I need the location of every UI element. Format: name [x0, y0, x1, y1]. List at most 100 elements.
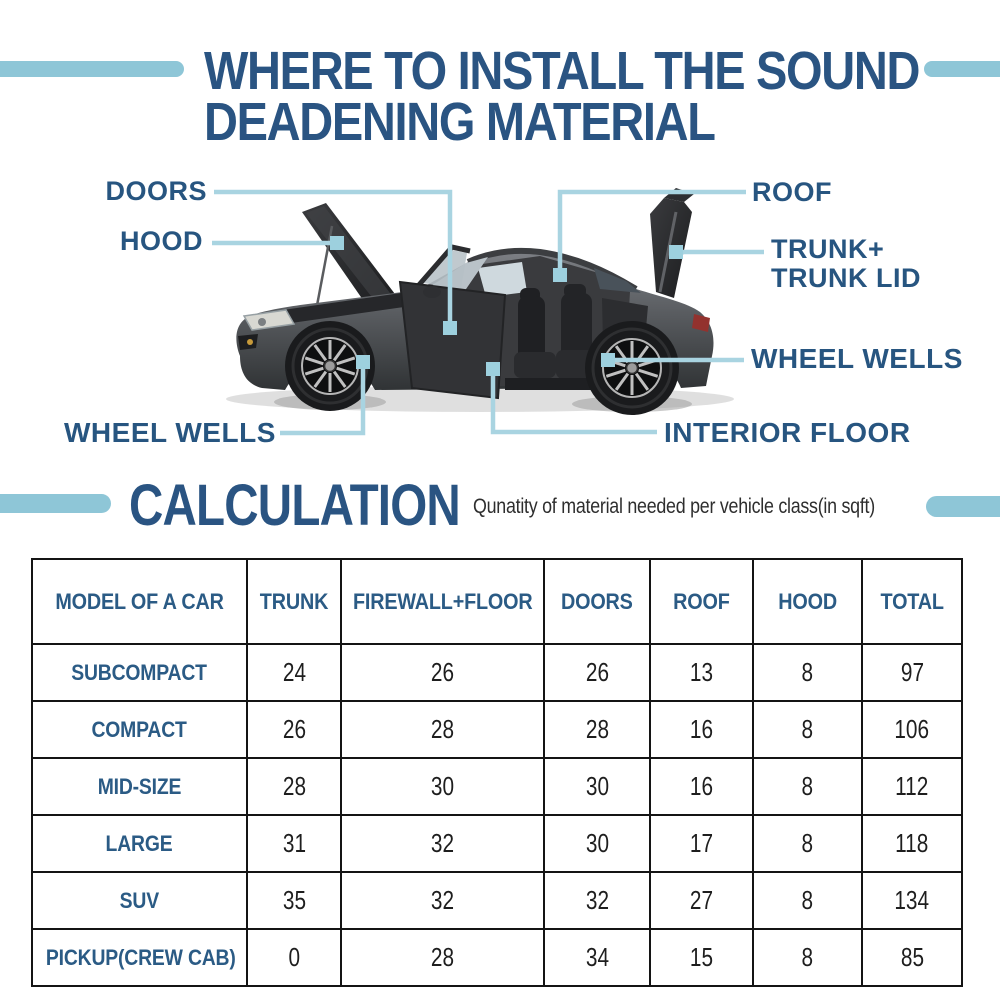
label-doors: DOORS [105, 176, 207, 206]
table-cell: 34 [543, 928, 651, 987]
col-header-model: MODEL OF A CAR [31, 558, 248, 645]
leader-square-roof [553, 268, 567, 282]
table-row-compact: COMPACT 26 28 28 16 8 106 [31, 700, 963, 759]
label-trunk: TRUNK+ TRUNK LID [771, 235, 921, 293]
accent-bar-calc-left [0, 494, 111, 513]
table-cell: 8 [752, 643, 863, 702]
page-title-line2: DEADENING MATERIAL [204, 92, 716, 152]
table-cell: 8 [752, 700, 863, 759]
table-cell: 31 [246, 814, 342, 873]
car-rear-wheel [585, 321, 679, 415]
col-header-hood: HOOD [752, 558, 863, 645]
row-label-subcompact: SUBCOMPACT [31, 643, 248, 702]
leader-square-interior-floor [486, 362, 500, 376]
table-cell: 16 [649, 700, 754, 759]
table-cell: 85 [861, 928, 963, 987]
car-tail-lamp [692, 314, 710, 332]
row-label-suv: SUV [31, 871, 248, 930]
calculation-heading: CALCULATION [129, 473, 461, 538]
leader-square-doors [443, 321, 457, 335]
table-cell: 8 [752, 757, 863, 816]
car-quarter-window [594, 268, 641, 293]
car-windshield [428, 257, 488, 292]
table-cell: 24 [246, 643, 342, 702]
page-title-line1: WHERE TO INSTALL THE SOUND [204, 41, 920, 101]
leader-square-hood [330, 236, 344, 250]
table-row-mid-size: MID-SIZE 28 30 30 16 8 112 [31, 757, 963, 816]
col-header-trunk: TRUNK [246, 558, 342, 645]
table-cell: 8 [752, 814, 863, 873]
car-interior [462, 256, 630, 390]
leader-line-doors [214, 189, 453, 322]
table-cell: 30 [543, 814, 651, 873]
table-cell: 28 [340, 928, 545, 987]
row-label-large: LARGE [31, 814, 248, 873]
page-title: WHERE TO INSTALL THE SOUND DEADENING MAT… [204, 41, 920, 152]
table-cell: 0 [246, 928, 342, 987]
label-roof: ROOF [752, 177, 832, 207]
car-trunk-open [650, 188, 694, 298]
col-header-firewall-floor: FIREWALL+FLOOR [340, 558, 545, 645]
table-cell: 106 [861, 700, 963, 759]
row-label-pickup: PICKUP(CREW CAB) [31, 928, 248, 987]
label-hood: HOOD [120, 226, 203, 256]
table-cell: 8 [752, 871, 863, 930]
car-engine-bay [255, 291, 425, 326]
table-cell: 17 [649, 814, 754, 873]
table-cell: 134 [861, 871, 963, 930]
leader-line-roof [557, 189, 746, 269]
leader-square-trunk [669, 245, 683, 259]
table-cell: 26 [246, 700, 342, 759]
calculation-table: MODEL OF A CAR TRUNK FIREWALL+FLOOR DOOR… [31, 558, 963, 987]
table-cell: 13 [649, 643, 754, 702]
table-cell: 30 [543, 757, 651, 816]
table-cell: 26 [543, 643, 651, 702]
row-label-mid-size: MID-SIZE [31, 757, 248, 816]
table-header-row: MODEL OF A CAR TRUNK FIREWALL+FLOOR DOOR… [31, 558, 963, 645]
col-header-total: TOTAL [861, 558, 963, 645]
table-cell: 112 [861, 757, 963, 816]
leader-square-wheel-wells-right [601, 353, 615, 367]
calculation-subtitle: Qunatity of material needed per vehicle … [473, 495, 875, 518]
table-row-pickup: PICKUP(CREW CAB) 0 28 34 15 8 85 [31, 928, 963, 987]
label-trunk-line1: TRUNK+ [771, 234, 885, 264]
accent-bar-top-left [0, 61, 184, 77]
accent-bar-top-right [924, 61, 1000, 77]
table-cell: 16 [649, 757, 754, 816]
table-cell: 8 [752, 928, 863, 987]
label-interior-floor: INTERIOR FLOOR [664, 417, 911, 448]
car-roof-edge [466, 247, 638, 292]
col-header-doors: DOORS [543, 558, 651, 645]
car-illustration [236, 188, 714, 415]
table-cell: 32 [543, 871, 651, 930]
table-cell: 118 [861, 814, 963, 873]
table-cell: 28 [246, 757, 342, 816]
row-label-compact: COMPACT [31, 700, 248, 759]
table-row-suv: SUV 35 32 32 27 8 134 [31, 871, 963, 930]
table-cell: 26 [340, 643, 545, 702]
table-cell: 27 [649, 871, 754, 930]
leader-line-wheel-wells-left [280, 368, 366, 436]
col-header-roof: ROOF [649, 558, 754, 645]
car-headlight [242, 309, 296, 331]
table-cell: 28 [340, 700, 545, 759]
car-shadow [226, 386, 734, 412]
table-row-large: LARGE 31 32 30 17 8 118 [31, 814, 963, 873]
table-cell: 28 [543, 700, 651, 759]
car-hood-open [302, 203, 398, 333]
table-cell: 15 [649, 928, 754, 987]
table-cell: 32 [340, 814, 545, 873]
table-cell: 32 [340, 871, 545, 930]
table-cell: 35 [246, 871, 342, 930]
label-trunk-line2: TRUNK LID [771, 263, 921, 293]
car-rear-door-open [602, 298, 648, 396]
table-row-subcompact: SUBCOMPACT 24 26 26 13 8 97 [31, 643, 963, 702]
car-fog-light [247, 339, 253, 345]
leader-line-interior-floor [490, 376, 657, 435]
leader-square-wheel-wells-left [356, 355, 370, 369]
car-front-intake [238, 334, 258, 350]
car-body [236, 250, 714, 390]
label-wheel-wells-right: WHEEL WELLS [751, 343, 963, 374]
car-door-open [398, 244, 507, 400]
label-wheel-wells-left: WHEEL WELLS [64, 417, 276, 448]
